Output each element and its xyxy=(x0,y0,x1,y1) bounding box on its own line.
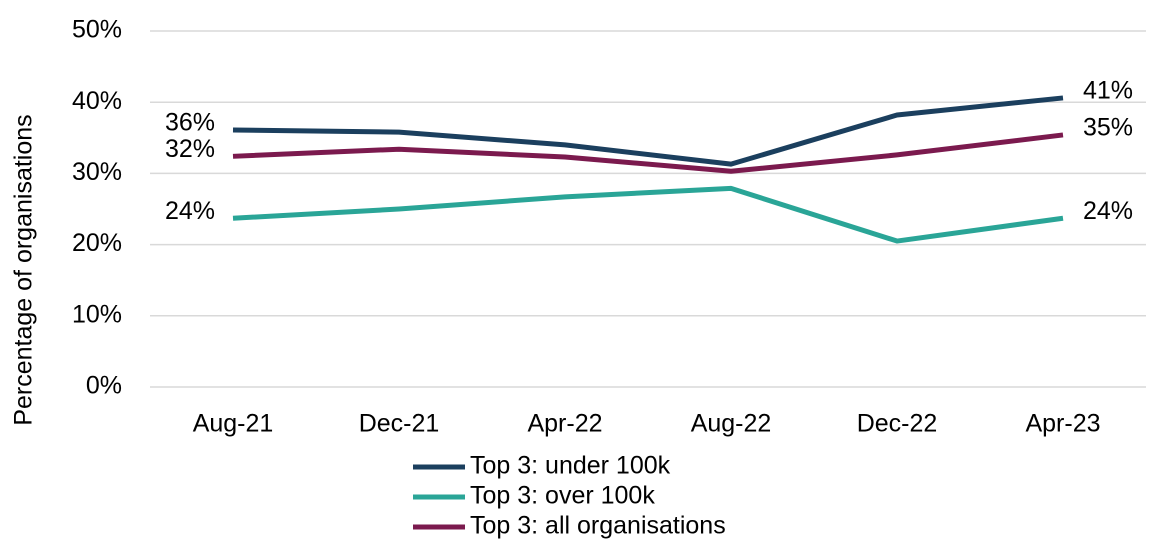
x-tick-label: Aug-22 xyxy=(691,410,772,438)
series-line xyxy=(232,95,1064,167)
x-tick-label: Dec-21 xyxy=(359,410,440,438)
legend-label: Top 3: over 100k xyxy=(470,482,655,510)
series-line xyxy=(232,132,1064,174)
data-label: 24% xyxy=(1083,197,1133,225)
series-line xyxy=(232,185,1064,244)
x-tick-label: Aug-21 xyxy=(193,410,274,438)
data-label: 36% xyxy=(165,109,215,137)
y-tick-label: 10% xyxy=(72,300,122,328)
legend-label: Top 3: all organisations xyxy=(470,512,726,540)
y-axis-label: Percentage of organisations xyxy=(10,114,38,425)
legend-label: Top 3: under 100k xyxy=(470,452,671,480)
x-tick-label: Apr-23 xyxy=(1025,410,1100,438)
data-label: 35% xyxy=(1083,114,1133,142)
x-tick-label: Apr-22 xyxy=(527,410,602,438)
data-label: 41% xyxy=(1083,77,1133,105)
y-tick-label: 40% xyxy=(72,87,122,115)
y-tick-label: 30% xyxy=(72,158,122,186)
y-tick-label: 50% xyxy=(72,16,122,44)
data-label: 24% xyxy=(165,197,215,225)
y-tick-label: 20% xyxy=(72,229,122,257)
x-tick-label: Dec-22 xyxy=(857,410,938,438)
data-label: 32% xyxy=(165,135,215,163)
y-tick-label: 0% xyxy=(86,372,122,400)
